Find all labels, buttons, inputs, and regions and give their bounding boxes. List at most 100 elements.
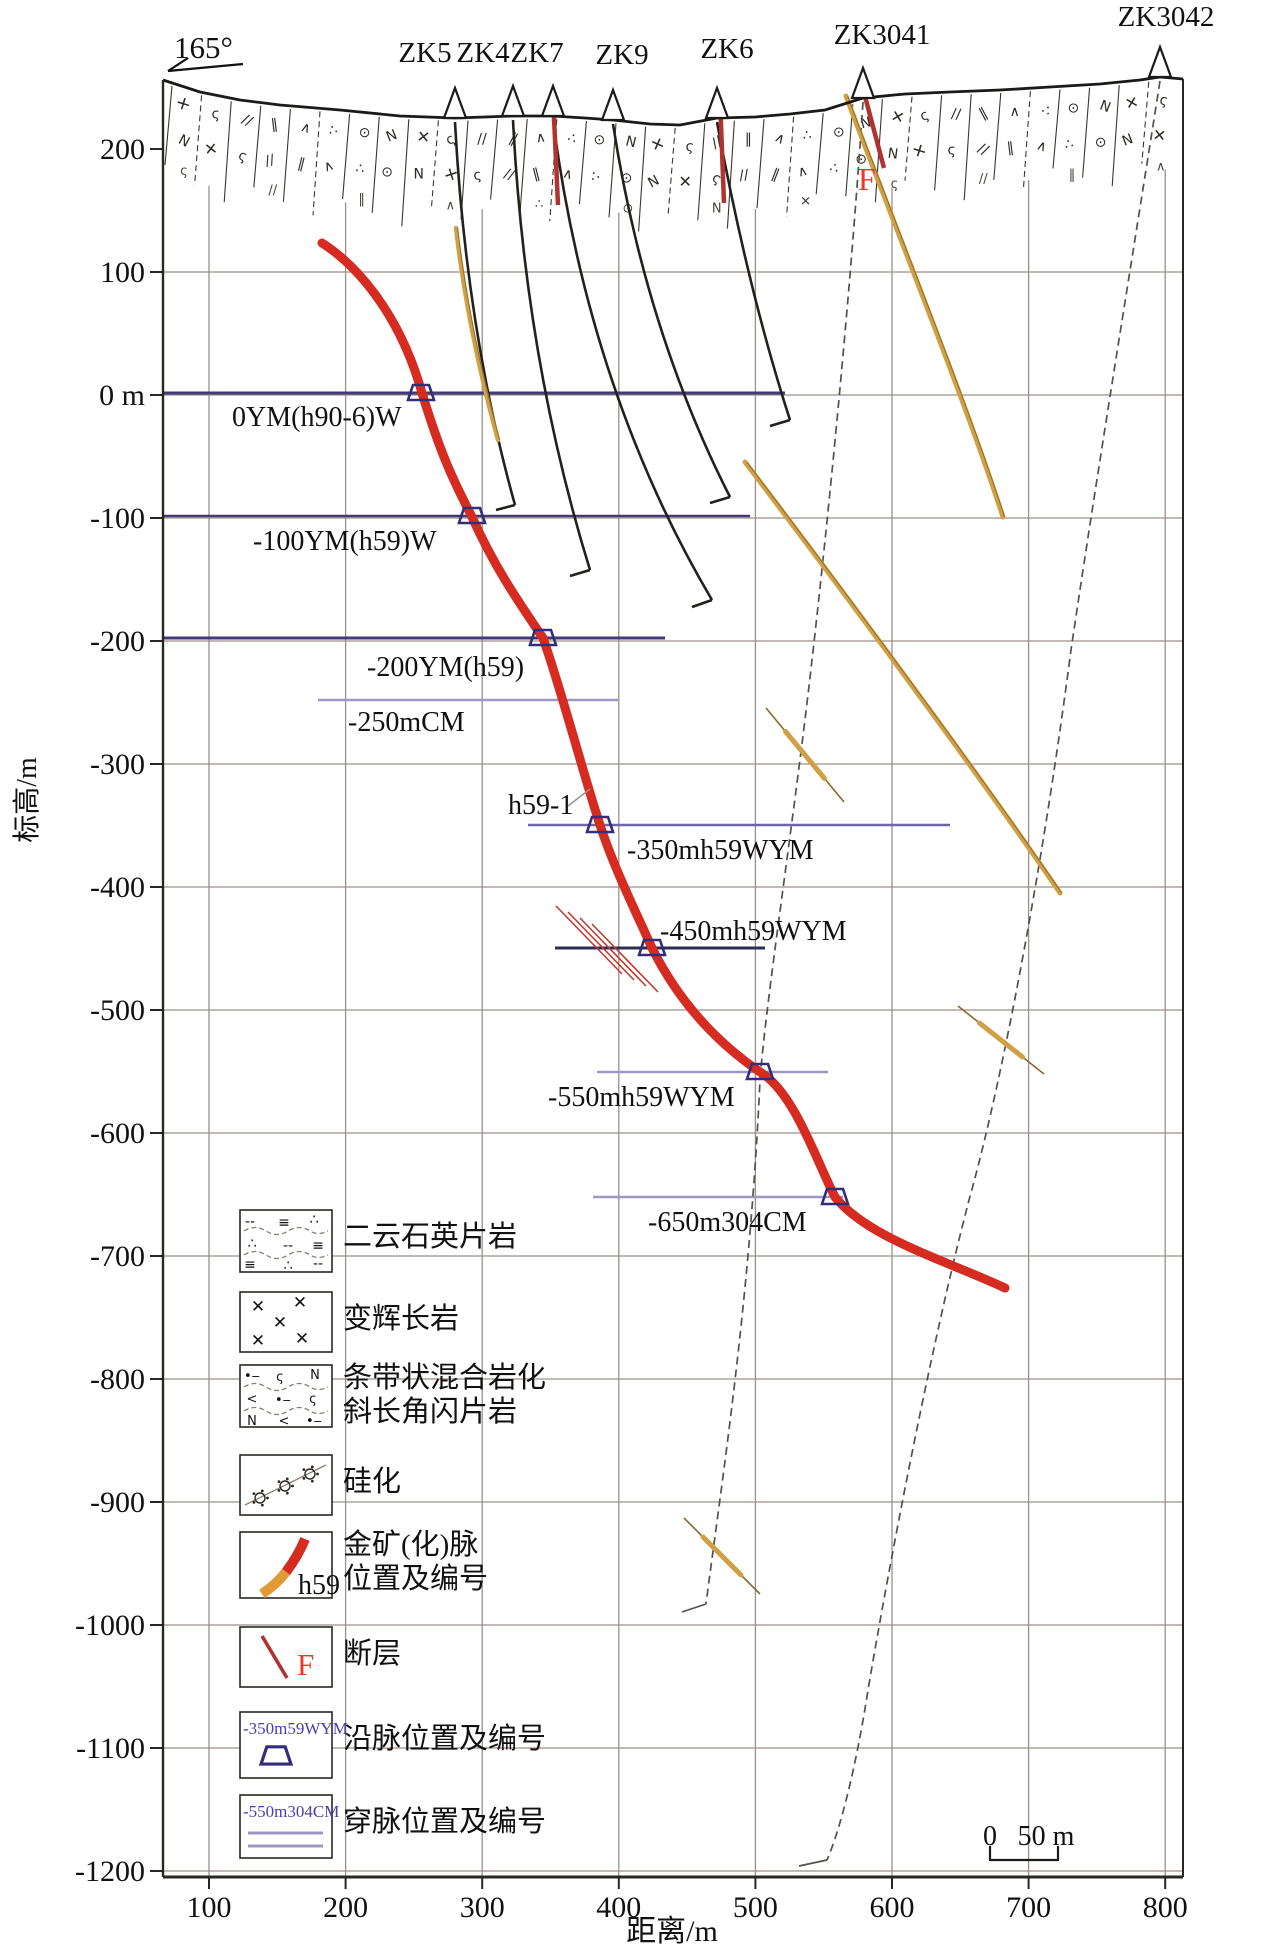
legend-wavy-line (243, 1406, 329, 1416)
legend-silica-line (244, 1464, 327, 1506)
geology-glyph: // (502, 166, 517, 184)
level-label: -650m304CM (648, 1207, 807, 1238)
silica-circle (254, 1492, 266, 1504)
fault-lens-body (783, 729, 827, 781)
schistosity-line (1052, 89, 1061, 169)
legend-glyph: •‒ (306, 1414, 322, 1429)
y-tick-label: -900 (90, 1486, 145, 1519)
silica-dot (285, 1491, 289, 1495)
geology-glyph: N (887, 146, 899, 163)
x-tick-label: 400 (596, 1891, 641, 1924)
x-tick-label: 800 (1143, 1891, 1188, 1924)
legend-glyph: ς (309, 1392, 317, 1407)
geology-glyph: ∧ (321, 157, 336, 176)
schistosity-line (904, 96, 913, 181)
level-label: -550mh59WYM (548, 1082, 735, 1113)
surface-line (162, 75, 1184, 127)
schistosity-line (490, 119, 499, 200)
geology-glyph: ‖ (358, 192, 365, 207)
trace-end-tick (681, 1603, 707, 1613)
legend-label: 穿脉位置及编号 (343, 1805, 546, 1838)
x-tick-label: 200 (323, 1891, 368, 1924)
trapezoid-marker (820, 1187, 850, 1206)
x-axis-title: 距离/m (626, 1915, 718, 1948)
silica-dot (302, 1477, 306, 1480)
y-tick-label: -1000 (75, 1609, 145, 1642)
geology-glyph: ∧ (1010, 104, 1020, 120)
geology-glyph: ✕ (203, 139, 219, 159)
x-tick-label: 500 (733, 1891, 778, 1924)
geology-glyph: // (950, 106, 962, 123)
geology-glyph: ς (947, 142, 955, 158)
geology-glyph: ✕ (648, 133, 667, 156)
legend-glyph: -- (245, 1214, 255, 1230)
borehole-trace-ZK4 (511, 119, 592, 571)
geology-glyph: ∧ (796, 163, 810, 181)
legend-glyph: ✕ (273, 1313, 287, 1333)
schistosity-line (1141, 81, 1150, 164)
surface-geology-band: ✕ Nς ς ✕ // ς ‖ // // ∧ ‖ ∴ ∧ ⊙ ∴ ‖ N ⊙ ✕ Nς ✕ ∧ // ς ‖ // ∧ ‖ ∴ ∴ ∧ ⊙ ∴… (164, 81, 1170, 232)
borehole-label-ZK4: ZK4 (456, 37, 510, 69)
geology-glyph: // (979, 172, 988, 187)
geology-glyph: ∴ (355, 161, 366, 178)
geology-glyph: ∴ (802, 127, 813, 144)
silica-dot (285, 1477, 289, 1481)
legend-box-silicified (239, 1454, 333, 1516)
legend-glyph: < (247, 1392, 258, 1407)
trapezoid-marker (637, 938, 667, 957)
geology-glyph: ς (918, 107, 931, 125)
geology-glyph: ⊙ (853, 150, 870, 169)
geology-glyph: N (645, 172, 662, 191)
borehole-label-ZK6: ZK6 (700, 33, 753, 65)
legend-glyph: -- (283, 1238, 293, 1254)
x-tick-label: 700 (1006, 1891, 1051, 1924)
schistosity-line (963, 94, 972, 201)
legend-box-gabbro (239, 1291, 333, 1353)
schistosity-line (1111, 85, 1120, 187)
y-tick-label: -800 (90, 1363, 145, 1396)
schistosity-line (667, 127, 676, 214)
legend-glyph: ∴ (284, 1258, 293, 1274)
geology-glyph: N (414, 166, 424, 182)
scale-length-label: 50 m (1018, 1821, 1075, 1852)
legend-glyph: ✕ (295, 1329, 309, 1349)
geology-glyph: ∧ (1156, 160, 1166, 175)
legend-glyph: ∴ (310, 1212, 319, 1228)
fault-line (453, 225, 501, 443)
geology-glyph: ‖ (745, 132, 752, 148)
silica-dot (277, 1480, 281, 1484)
red-hatch-marks (555, 905, 659, 993)
schistosity-line (194, 95, 203, 186)
legend-label: 硅化 (343, 1465, 401, 1498)
y-tick-label: 200 (100, 133, 145, 166)
geology-glyph: // (477, 132, 487, 148)
geology-glyph: N (712, 201, 722, 216)
legend-label: 沿脉位置及编号 (343, 1722, 546, 1755)
legend-box-schist (239, 1209, 333, 1273)
legend-glyph: ≡ (244, 1257, 256, 1273)
borehole-trace-ZK6 (715, 121, 792, 421)
legend-label: 断层 (343, 1637, 401, 1670)
geology-glyph: N (384, 127, 400, 146)
trapezoid-marker (258, 1745, 294, 1766)
geology-glyph: ✕ (173, 93, 194, 116)
gold-ore-vein-h59 (317, 238, 1010, 1293)
axis-ticks: 200 100 0 m -100 -200 -300 -400 -500 -600 -700 -80… (75, 133, 1188, 1924)
silica-dot (260, 1489, 264, 1493)
schistosity-line (519, 118, 528, 211)
geology-glyph: ‖ (976, 105, 990, 122)
hatch-line (567, 911, 635, 981)
silica-circle (304, 1468, 316, 1480)
borehole-label-ZK3042: ZK3042 (1118, 1, 1215, 33)
borehole-label-ZK7: ZK7 (510, 37, 563, 69)
geology-glyph: ∧ (1034, 137, 1049, 156)
legend-glyph: ς (276, 1370, 284, 1385)
schistosity-line (401, 119, 410, 227)
geology-glyph: ✕ (416, 127, 432, 147)
legend-box-banded (239, 1364, 333, 1428)
schistosity-line (430, 120, 439, 209)
legend-glyph: ✕ (251, 1331, 265, 1351)
legend-wavy-line (243, 1250, 329, 1260)
legend-crosscut-number: -550m304CM (243, 1802, 339, 1821)
